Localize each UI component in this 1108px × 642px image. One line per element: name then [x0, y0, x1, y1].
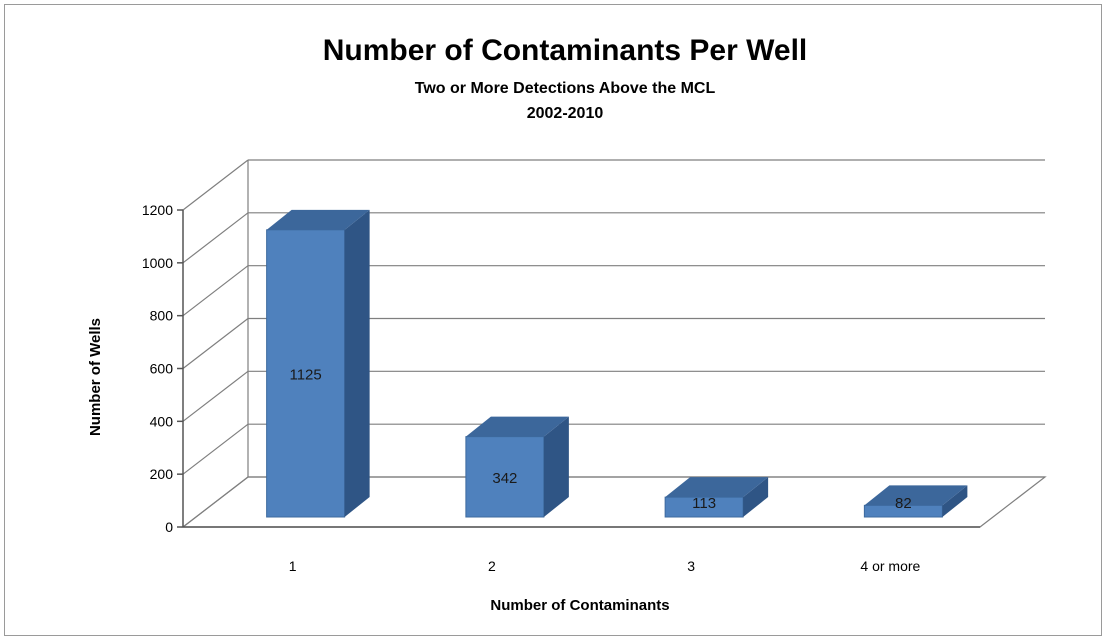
gridline-side — [182, 159, 249, 211]
x-tick-label: 3 — [687, 558, 695, 574]
gridline-side — [182, 318, 249, 369]
gridline-side — [182, 370, 249, 422]
x-tick-label: 1 — [289, 558, 297, 574]
bar-top — [266, 209, 370, 230]
x-tick-label: 2 — [488, 558, 496, 574]
y-tick-label: 600 — [150, 361, 174, 377]
x-tick-label: 4 or more — [860, 558, 920, 574]
y-tick-label: 1200 — [142, 202, 173, 218]
chart-subtitle-line-2: 2002-2010 — [527, 105, 604, 122]
bar-value-label: 342 — [492, 470, 517, 487]
gridline-side — [182, 212, 249, 264]
chart: Number of Contaminants Per Well Two or M… — [87, 34, 1047, 614]
y-tick-label: 0 — [165, 519, 173, 535]
y-tick-label: 200 — [150, 466, 174, 482]
bar-value-label: 113 — [692, 495, 716, 512]
y-tick-label: 800 — [150, 308, 174, 324]
y-axis-label: Number of Wells — [87, 318, 104, 436]
bar-value-label: 1125 — [289, 366, 321, 383]
bar-side — [543, 416, 569, 517]
bar-side — [942, 485, 968, 517]
bar-top — [465, 416, 569, 437]
gridline-side — [182, 476, 249, 528]
chart-title: Number of Contaminants Per Well — [323, 34, 808, 67]
bar-top — [665, 477, 769, 498]
y-tick-label: 1000 — [142, 255, 173, 271]
chart-subtitle-line-1: Two or More Detections Above the MCL — [415, 80, 716, 97]
gridline-side — [182, 423, 249, 475]
bar-side — [344, 209, 370, 517]
bar-top — [864, 485, 968, 506]
bar-value-label: 82 — [895, 495, 912, 512]
y-tick-label: 400 — [150, 413, 174, 429]
chart-frame: Number of Contaminants Per Well Two or M… — [4, 4, 1102, 636]
bar — [465, 436, 545, 518]
x-axis-label: Number of Contaminants — [490, 597, 669, 614]
plot-area: 0 200 400 600 800 1000 1200 1125 1 342 2 113 3 82 4 or… — [142, 159, 1047, 574]
bar-side — [743, 477, 769, 517]
gridline-side — [182, 265, 249, 317]
